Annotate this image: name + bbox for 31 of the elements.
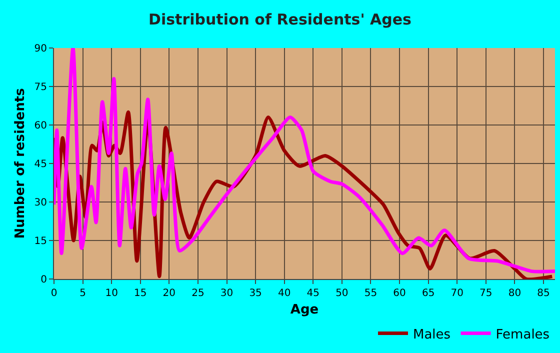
y-tick-label: 0 — [40, 274, 47, 286]
line-series — [54, 48, 555, 274]
x-tick-label: 10 — [105, 288, 118, 299]
x-tick-label: 85 — [537, 288, 550, 299]
y-tick-label: 15 — [34, 236, 47, 247]
legend-label: Males — [413, 327, 451, 342]
x-tick-label: 35 — [249, 288, 262, 299]
y-tick-label: 60 — [34, 120, 47, 132]
x-tick-label: 70 — [450, 288, 464, 299]
x-tick-label: 30 — [220, 288, 234, 299]
x-tick-label: 65 — [422, 288, 435, 299]
x-tick-label: 15 — [134, 288, 147, 299]
x-tick-label: 80 — [508, 288, 522, 299]
x-tick-label: 25 — [192, 288, 204, 299]
x-axis-title: Age — [290, 302, 319, 318]
y-tick-label: 30 — [34, 198, 47, 208]
legend-label: Females — [496, 327, 550, 342]
x-tick-label: 5 — [80, 288, 86, 299]
x-tick-label: 40 — [278, 288, 291, 299]
y-tick-label: 90 — [34, 44, 47, 54]
x-tick-label: 45 — [306, 288, 320, 299]
x-tick-label: 50 — [336, 288, 348, 299]
x-tick-label: 75 — [480, 288, 492, 299]
x-tick-label: 0 — [50, 288, 58, 299]
x-tick-label: 55 — [364, 288, 378, 299]
y-tick-label: 75 — [34, 82, 47, 93]
x-tick-label: 20 — [162, 288, 176, 299]
chart-title: Distribution of Residents' Ages — [148, 10, 412, 29]
x-tick-label: 60 — [393, 288, 406, 299]
y-axis-title: Number of residents — [13, 88, 28, 239]
y-tick-label: 45 — [34, 159, 47, 170]
